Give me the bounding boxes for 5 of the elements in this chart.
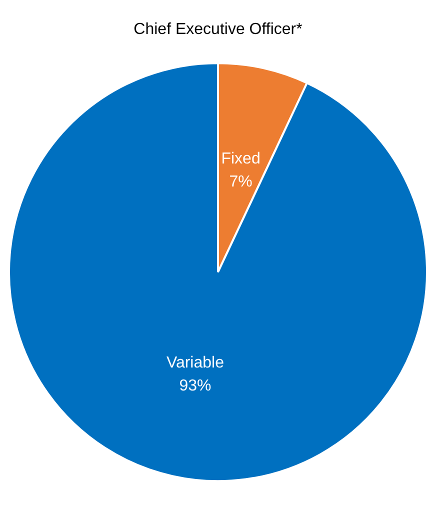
data-label: 93% xyxy=(179,377,212,394)
chart-title: Chief Executive Officer* xyxy=(134,21,302,38)
slice-label: Fixed xyxy=(221,150,260,168)
slice-label: Variable xyxy=(166,354,224,372)
data-label: 7% xyxy=(229,174,252,191)
